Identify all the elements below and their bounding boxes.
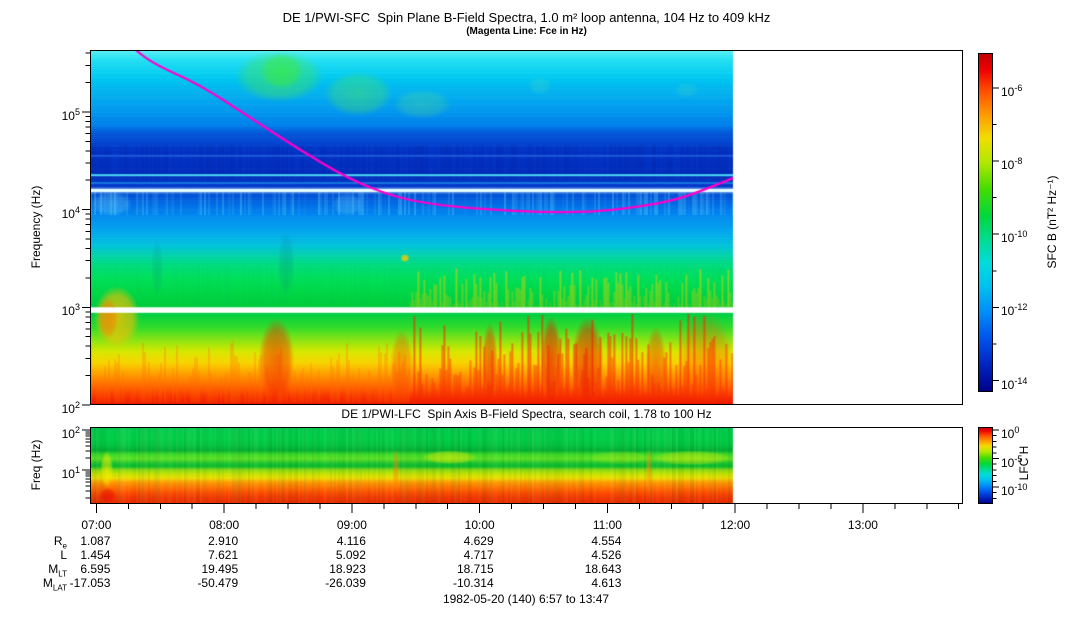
time-tick-label: 11:00 <box>592 518 622 532</box>
ephemeris-value: 4.613 <box>591 576 622 590</box>
sfc-freq-tick-label: 102 <box>61 400 80 416</box>
ephemeris-row-label: MLT <box>48 562 67 579</box>
ephemeris-row-label: MLAT <box>42 576 67 593</box>
lfc-spectrogram-canvas <box>90 427 963 504</box>
ephemeris-value: 18.923 <box>329 562 366 576</box>
sfc-freq-tick-label: 104 <box>61 204 80 221</box>
ephemeris-value: 6.595 <box>80 562 111 576</box>
lfc-panel-title: DE 1/PWI-LFC Spin Axis B-Field Spectra, … <box>341 407 712 421</box>
sfc-spectrogram-canvas <box>90 50 963 405</box>
lfc-freq-tick-label: 101 <box>61 464 80 481</box>
sfc-freq-tick-label: 103 <box>61 302 80 319</box>
lfc-colorbar <box>978 427 993 504</box>
ephemeris-value: 4.116 <box>336 534 366 548</box>
lfc-colorbar-tick-label: 10-5 <box>1001 453 1023 470</box>
main-subtitle: (Magenta Line: Fce in Hz) <box>466 26 587 37</box>
sfc-colorbar-tick-label: 10-8 <box>1001 155 1023 172</box>
ephemeris-value: 5.092 <box>335 548 366 562</box>
sfc-colorbar-tick-label: 10-12 <box>1001 302 1028 319</box>
time-tick-label: 08:00 <box>209 518 240 532</box>
ephemeris-value: 18.643 <box>584 562 622 576</box>
sfc-freq-tick-label: 105 <box>61 106 80 123</box>
sfc-colorbar-tick-label: 10-10 <box>1001 229 1028 246</box>
ephemeris-value: -50.479 <box>197 576 239 590</box>
ephemeris-value: 4.717 <box>463 548 494 562</box>
time-tick-label: 10:00 <box>464 518 495 532</box>
ephemeris-value: -10.314 <box>452 576 494 590</box>
ephemeris-row-label: Re <box>53 534 67 551</box>
lfc-colorbar-tick-label: 100 <box>1001 424 1020 441</box>
lfc-colorbar-tick-label: 10-10 <box>1001 482 1028 498</box>
ephemeris-row-label: L <box>60 548 67 562</box>
ephemeris-value: 1.087 <box>80 534 111 548</box>
ephemeris-value: 4.526 <box>591 548 622 562</box>
ephemeris-value: -17.053 <box>69 576 111 590</box>
lfc-freq-tick-label: 102 <box>61 425 80 442</box>
ephemeris-value: 4.629 <box>463 534 494 548</box>
main-title: DE 1/PWI-SFC Spin Plane B-Field Spectra,… <box>282 10 771 25</box>
ephemeris-value: -26.039 <box>325 576 366 590</box>
time-tick-label: 09:00 <box>336 518 367 532</box>
time-tick-label: 12:00 <box>720 518 751 532</box>
sfc-colorbar <box>978 53 993 392</box>
ephemeris-value: 7.621 <box>208 548 239 562</box>
ephemeris-value: 2.910 <box>208 534 239 548</box>
ephemeris-value: 4.554 <box>591 534 622 548</box>
date-range-footer: 1982-05-20 (140) 6:57 to 13:47 <box>442 592 610 606</box>
ephemeris-value: 18.715 <box>456 562 494 576</box>
time-tick-label: 07:00 <box>81 518 112 532</box>
sfc-colorbar-tick-label: 10-14 <box>1001 375 1028 392</box>
sfc-colorbar-tick-label: 10-6 <box>1001 82 1023 99</box>
ephemeris-value: 19.495 <box>201 562 239 576</box>
time-tick-label: 13:00 <box>847 518 878 532</box>
ephemeris-value: 1.454 <box>80 548 111 562</box>
